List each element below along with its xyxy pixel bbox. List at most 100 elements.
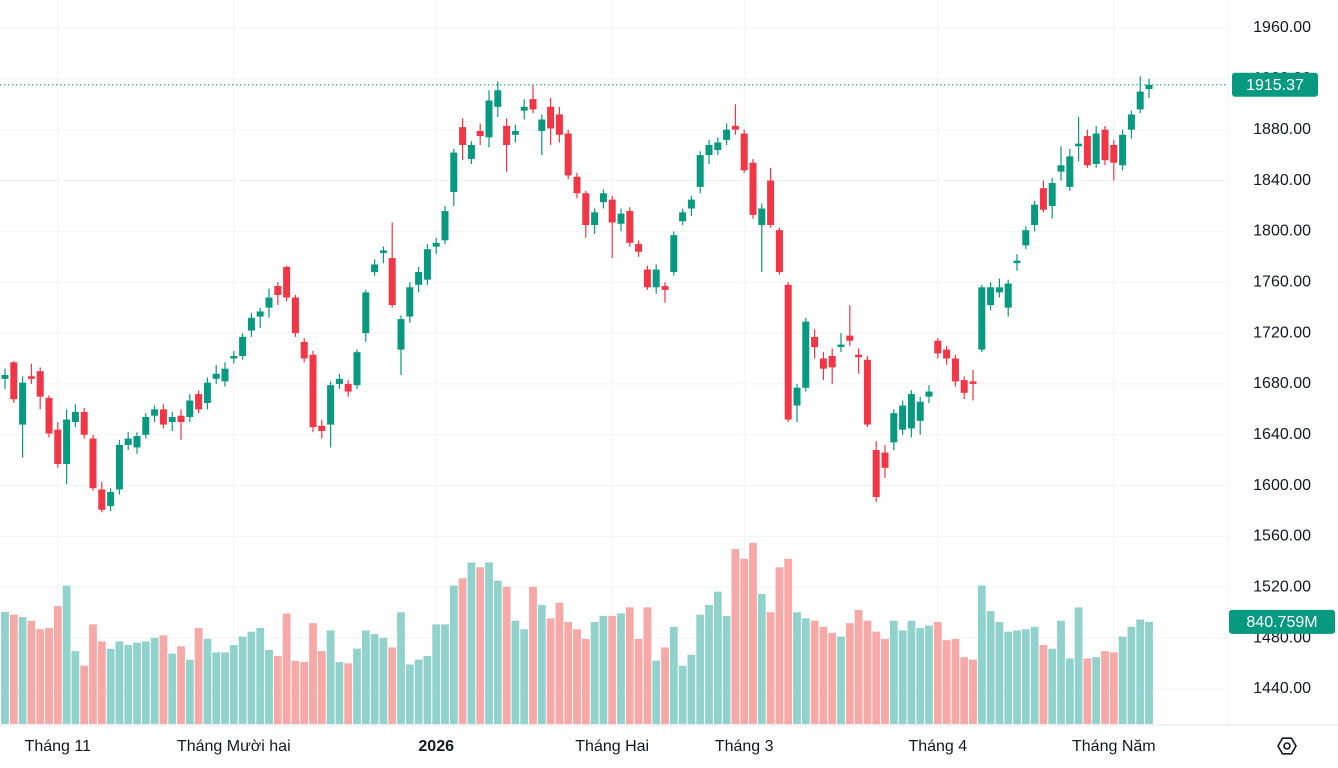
candle-body: [318, 425, 326, 431]
candle-body: [159, 409, 167, 425]
y-tick-label: 1960.00: [1253, 19, 1311, 36]
candle-body: [846, 335, 854, 341]
volume-bar: [335, 662, 344, 724]
volume-bar: [731, 549, 740, 724]
volume-bar: [608, 615, 617, 724]
candle-body: [529, 99, 537, 110]
volume-bar: [669, 626, 678, 724]
candle-body: [1092, 133, 1100, 165]
volume-bar: [898, 630, 907, 724]
volume-bar: [97, 641, 106, 724]
candle-body: [969, 381, 977, 384]
volume-bar: [212, 652, 221, 724]
volume-bar: [256, 628, 265, 724]
volume-bar: [907, 620, 916, 724]
candle-body: [775, 230, 783, 273]
candle-body: [705, 144, 713, 156]
candle-body: [379, 250, 387, 253]
candle-body: [230, 355, 238, 359]
volume-bar: [414, 659, 423, 724]
volume-bar: [581, 638, 590, 724]
candle-body: [450, 152, 458, 192]
volume-bar: [185, 659, 194, 724]
candle-body: [555, 114, 563, 135]
volume-bar: [977, 585, 986, 724]
candle-body: [573, 176, 581, 194]
candle-body: [731, 125, 739, 130]
volume-bar: [36, 629, 45, 724]
volume-bar: [713, 591, 722, 724]
candle-body: [564, 133, 572, 176]
candle-body: [133, 436, 141, 448]
candle-body: [441, 211, 449, 241]
candle-body: [626, 211, 634, 243]
candle-body: [1083, 136, 1091, 166]
candle-body: [1066, 156, 1074, 187]
volume-bar: [476, 567, 485, 724]
candle-body: [203, 382, 211, 403]
candle-body: [10, 362, 18, 400]
volume-bar: [687, 654, 696, 724]
candle-body: [1, 375, 9, 379]
volume-bar: [1083, 658, 1092, 724]
volume-bar: [643, 607, 652, 724]
candle-body: [670, 235, 678, 273]
volume-bar: [133, 642, 141, 724]
volume-bar: [925, 625, 933, 724]
volume-bar: [432, 624, 441, 724]
candle-body: [617, 213, 625, 224]
candle-body: [793, 387, 801, 406]
candle-body: [362, 292, 370, 334]
volume-bar: [705, 604, 713, 724]
volume-bar: [1145, 621, 1153, 724]
volume-bar: [1013, 630, 1021, 724]
volume-bar: [1101, 651, 1109, 724]
candle-body: [652, 269, 660, 288]
volume-bar: [960, 657, 969, 724]
volume-bar: [1048, 648, 1057, 724]
volume-bar: [845, 623, 854, 724]
candle-body: [494, 90, 502, 107]
volume-bar: [203, 638, 212, 724]
volume-bar: [344, 663, 353, 724]
candle-body: [327, 385, 335, 425]
volume-bar: [194, 628, 203, 724]
volume-bar: [317, 651, 326, 724]
candle-body: [1110, 144, 1118, 163]
volume-bar: [634, 638, 643, 724]
candle-body: [168, 416, 176, 423]
y-tick-label: 1520.00: [1253, 579, 1311, 596]
candle-body: [749, 162, 757, 215]
volume-bar: [493, 580, 502, 724]
last-price-label: 1915.37: [1246, 77, 1304, 94]
candle-body: [45, 397, 53, 434]
volume-bar: [590, 621, 599, 724]
candle-body: [63, 419, 71, 465]
y-tick-label: 1800.00: [1253, 223, 1311, 240]
volume-bar: [80, 665, 89, 724]
candle-body: [309, 354, 317, 428]
volume-bar: [282, 613, 291, 724]
candle-body: [934, 340, 942, 354]
volume-bar: [872, 631, 881, 724]
volume-bar: [221, 652, 229, 724]
candle-body: [511, 130, 519, 135]
candle-body: [195, 394, 203, 410]
candle-body: [1075, 143, 1083, 147]
volume-bar: [625, 607, 634, 724]
volume-bar: [353, 648, 361, 724]
volume-bar: [837, 636, 845, 724]
volume-bar: [141, 641, 150, 724]
candle-body: [881, 452, 889, 468]
candle-body: [943, 349, 951, 359]
volume-bar: [124, 645, 133, 724]
volume-bar: [951, 638, 960, 724]
settings-icon[interactable]: [1277, 737, 1297, 755]
volume-bar: [757, 594, 766, 724]
candle-body: [696, 155, 704, 187]
candle-body: [423, 249, 431, 280]
candle-body: [151, 409, 159, 416]
y-tick-label: 1840.00: [1253, 172, 1311, 189]
y-tick-label: 1640.00: [1253, 426, 1311, 443]
y-tick-label: 1600.00: [1253, 477, 1311, 494]
